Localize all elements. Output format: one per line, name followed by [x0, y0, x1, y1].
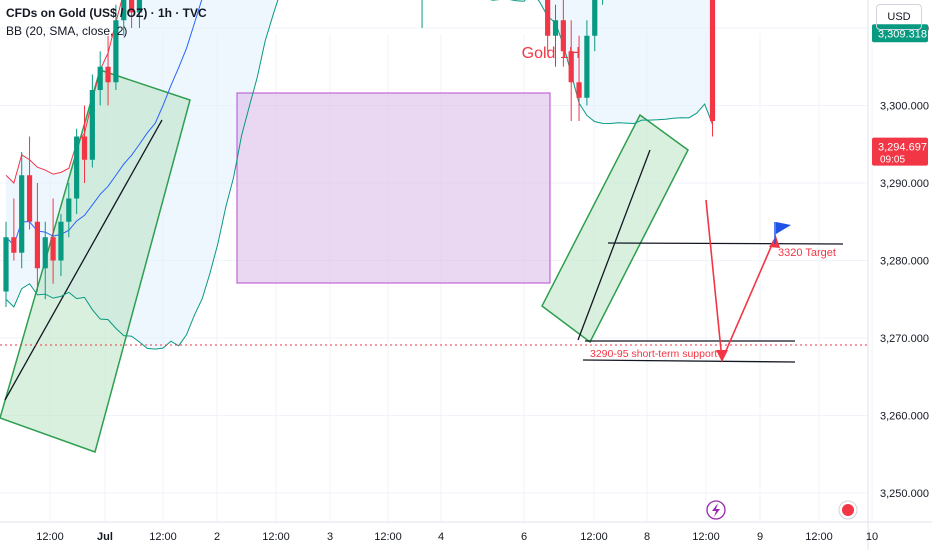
- x-tick-label: 2: [214, 531, 220, 543]
- candle-body: [576, 82, 582, 98]
- candle-body: [136, 0, 143, 13]
- candle-body: [709, 0, 716, 121]
- x-tick-label: 12:00: [149, 531, 177, 543]
- candle-body: [560, 20, 566, 52]
- us-flag-glyph-icon: [842, 504, 854, 516]
- drawing-shapes: [0, 69, 689, 453]
- x-tick-label: 12:00: [374, 531, 402, 543]
- support-line-lower: [582, 359, 796, 363]
- projection-arrowhead-down: [716, 350, 728, 362]
- candle-body: [66, 198, 72, 222]
- x-tick-label: 12:00: [580, 531, 608, 543]
- indicator-legend[interactable]: BB (20, SMA, close, 2): [6, 24, 128, 38]
- resistance-line: [607, 242, 844, 245]
- target-flag-icon: [776, 222, 791, 234]
- candle-body: [34, 221, 40, 269]
- price-axis: 3,370.0003,360.0003,350.0003,340.0003,33…: [867, 0, 929, 550]
- y-tick-label: 3,290.000: [880, 178, 929, 190]
- rising-channel-2: [541, 113, 689, 344]
- candle-body: [121, 0, 127, 21]
- candle-body: [50, 237, 56, 261]
- x-tick-label: 3: [327, 531, 333, 543]
- candle-body: [58, 221, 64, 261]
- symbol-title[interactable]: CFDs on Gold (US$ / OZ) · 1h · TVC: [6, 6, 207, 20]
- bollinger-fill: [6, 0, 713, 350]
- candle-body: [545, 0, 551, 36]
- x-tick-label: 12:00: [262, 531, 290, 543]
- price-label-text: 3,294.697: [878, 142, 927, 154]
- rising-channel-1: [0, 69, 191, 453]
- candle-body: [584, 35, 590, 98]
- x-tick-label: 12:00: [692, 531, 720, 543]
- support-label: 3290-95 short-term support: [590, 348, 717, 360]
- price-label-box: [872, 137, 928, 166]
- candle-body: [97, 66, 103, 90]
- annotations: 3320 Target 3290-95 short-term support: [0, 199, 868, 364]
- y-tick-label: 3,260.000: [880, 411, 929, 423]
- consolidation-range-box: [236, 92, 551, 284]
- x-tick-label: 8: [644, 531, 650, 543]
- y-tick-label: 3,270.000: [880, 333, 929, 345]
- y-tick-label: 3,280.000: [880, 256, 929, 268]
- candle-body: [89, 90, 95, 160]
- price-label-box: [872, 24, 928, 43]
- bollinger-basis: [5, 0, 203, 246]
- candle-body: [568, 51, 574, 83]
- candle-body: [11, 237, 17, 253]
- countdown-text: 09:05: [880, 155, 905, 166]
- target-label: 3320 Target: [778, 247, 836, 259]
- candle-body: [105, 66, 111, 83]
- price-label-text: 3,309.318: [878, 28, 927, 40]
- x-tick-label: 12:00: [805, 531, 833, 543]
- chart-title: Gold 1H: [522, 45, 581, 62]
- candle-body: [592, 0, 598, 36]
- y-tick-label: 3,250.000: [880, 488, 929, 500]
- x-tick-label: 12:00: [36, 531, 64, 543]
- candles: [3, 0, 716, 307]
- candle-body: [113, 20, 119, 83]
- trend-line-2: [577, 149, 651, 341]
- candle-body: [19, 175, 25, 253]
- lightning-glyph-icon: [712, 503, 720, 517]
- bollinger-band-fill: [6, 0, 713, 350]
- time-axis: 12:00 Jul 12:00 2 12:00 3 12:00 4 6 12:00 8 12:00 9 1…: [0, 500, 932, 543]
- bollinger-lines: [5, 0, 713, 350]
- candle-body: [74, 136, 80, 199]
- candle-body: [26, 175, 33, 222]
- candle-body: [81, 136, 88, 160]
- x-tick-label: 10: [866, 531, 878, 543]
- x-tick-label: 9: [757, 531, 763, 543]
- x-tick-label: 6: [521, 531, 527, 543]
- candle-body: [3, 237, 9, 292]
- x-tick-label: Jul: [97, 531, 113, 543]
- projection-path: [705, 199, 775, 364]
- currency-button[interactable]: USD: [876, 4, 922, 30]
- bollinger-lower: [5, 0, 713, 350]
- x-tick-label: 4: [438, 531, 444, 543]
- candle-body: [129, 0, 135, 13]
- candle-body: [42, 237, 48, 269]
- candle-body: [552, 20, 559, 36]
- y-tick-label: 3,300.000: [880, 101, 929, 113]
- trend-line-1: [4, 119, 163, 401]
